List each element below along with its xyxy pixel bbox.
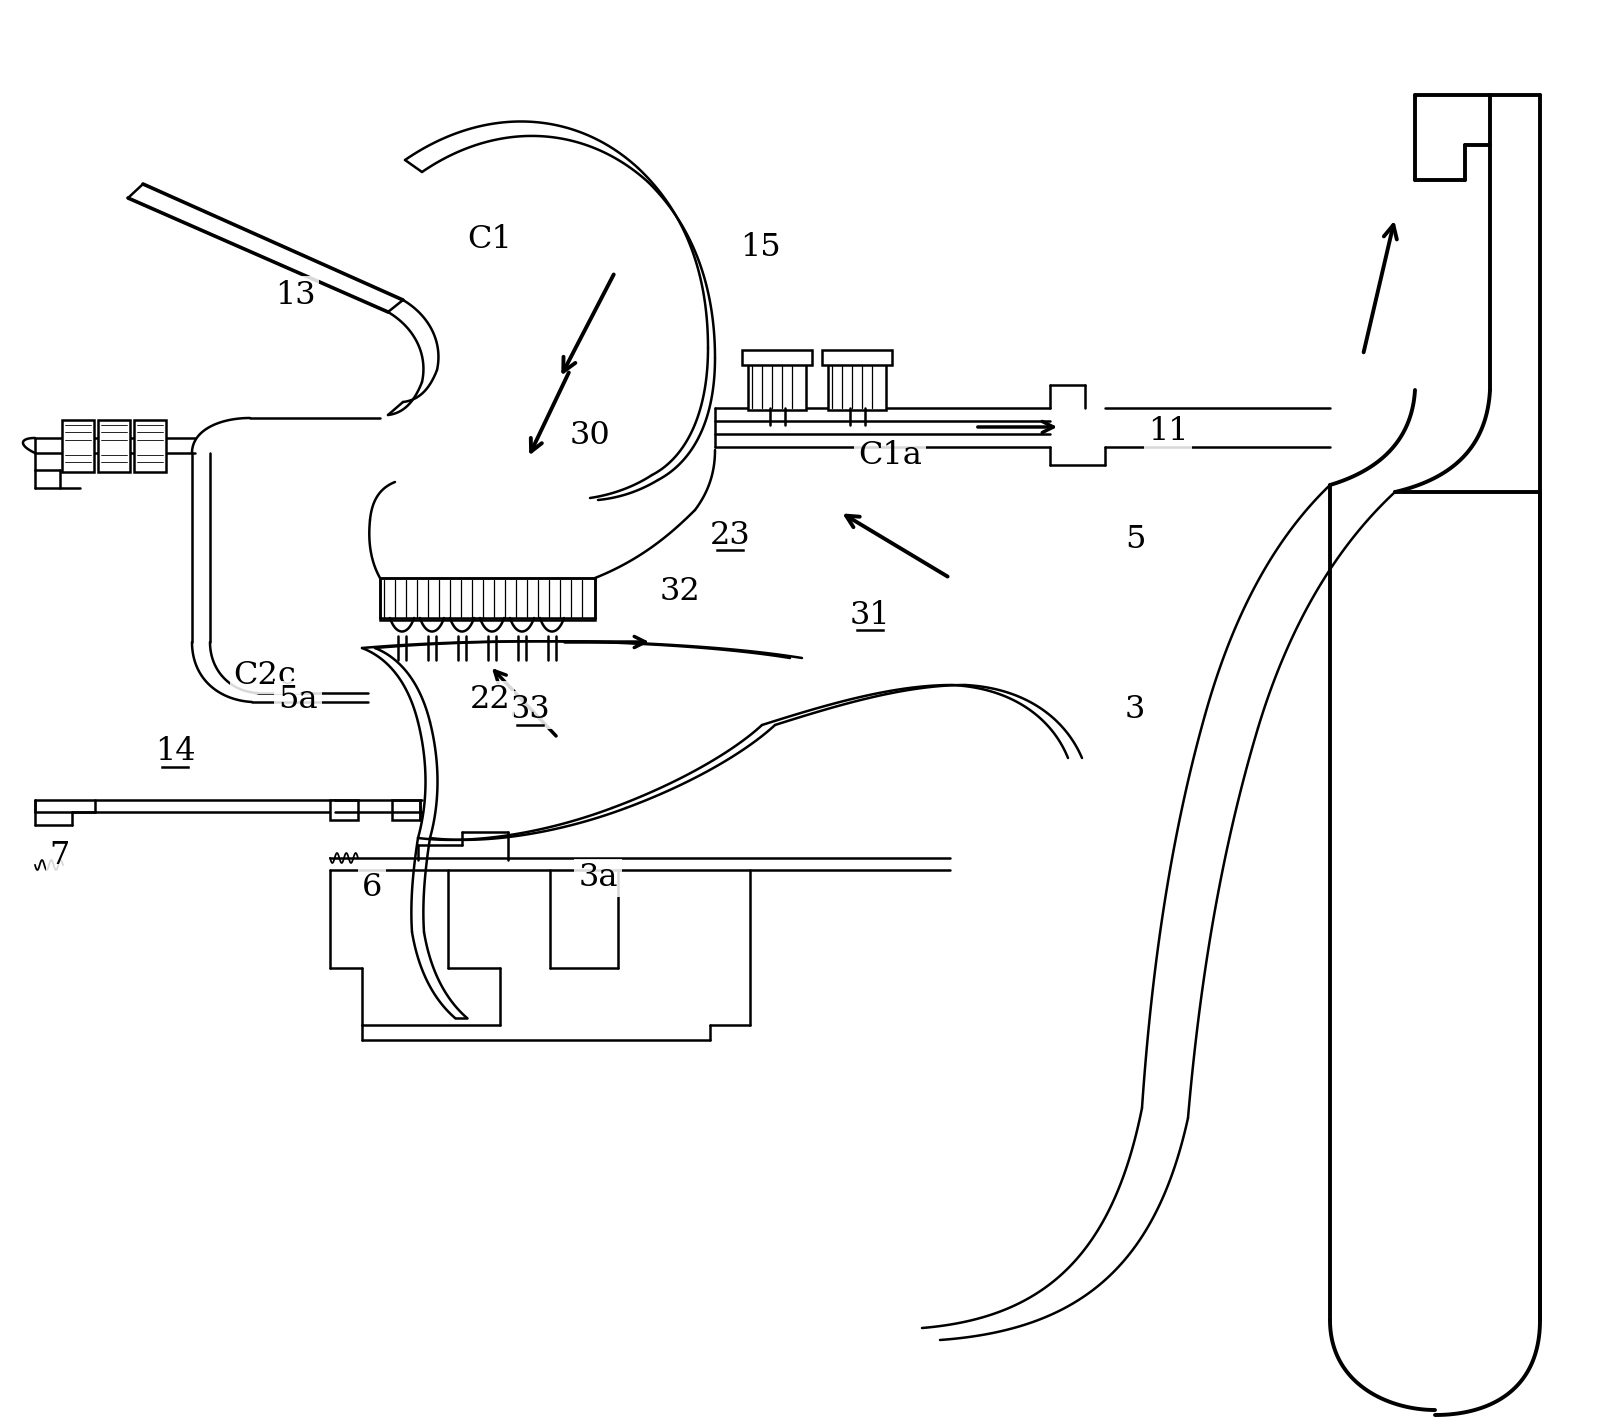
Text: 5a: 5a	[278, 685, 318, 715]
Text: C2c: C2c	[233, 659, 296, 691]
Text: 14: 14	[155, 736, 195, 768]
Text: 6: 6	[361, 873, 382, 903]
Text: 3a: 3a	[579, 863, 617, 893]
Bar	[822, 350, 892, 365]
Bar	[98, 420, 130, 471]
Bar	[392, 800, 421, 820]
Text: 30: 30	[569, 420, 611, 450]
Text: 31: 31	[849, 600, 891, 631]
Text: 13: 13	[275, 279, 315, 310]
Text: 33: 33	[510, 695, 550, 725]
Text: 23: 23	[710, 520, 750, 551]
Bar	[329, 800, 358, 820]
Text: C1a: C1a	[859, 440, 923, 470]
Bar	[742, 350, 812, 365]
Bar	[134, 420, 166, 471]
Text: 22: 22	[470, 685, 510, 715]
Bar	[748, 362, 806, 410]
Text: 11: 11	[1148, 416, 1188, 447]
Bar	[381, 578, 595, 619]
Text: 15: 15	[740, 232, 780, 263]
Bar	[828, 362, 886, 410]
Text: 32: 32	[660, 577, 700, 608]
Text: C1: C1	[467, 225, 512, 255]
Bar	[62, 420, 94, 471]
Text: 5: 5	[1124, 524, 1145, 555]
Text: 7: 7	[50, 840, 70, 870]
Text: 3: 3	[1124, 695, 1145, 725]
